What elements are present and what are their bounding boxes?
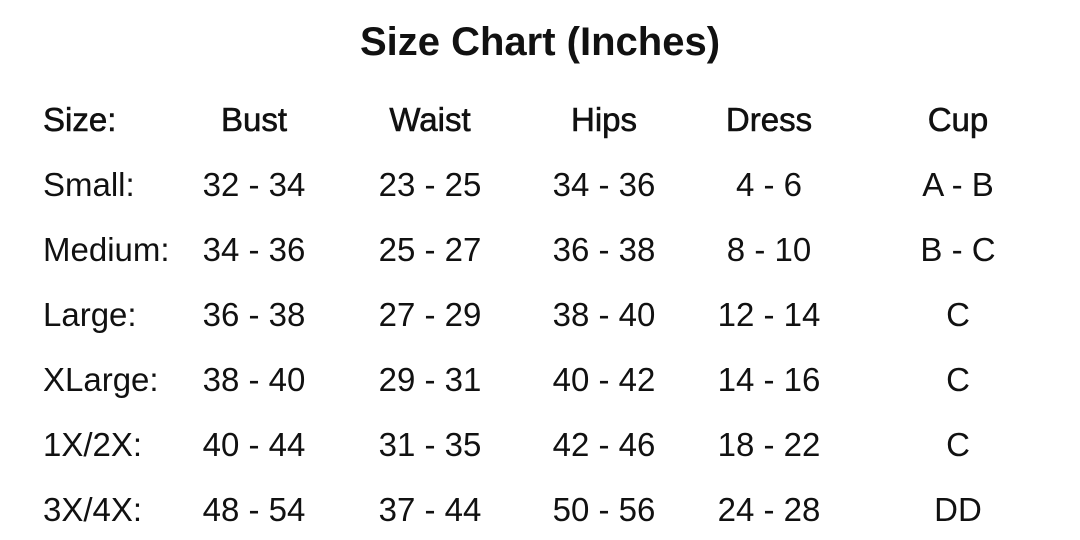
table-cell: 38 - 40 bbox=[552, 296, 656, 333]
column-header: Cup bbox=[927, 101, 989, 139]
table-cell: 32 - 34 bbox=[202, 166, 306, 203]
column-header: Dress bbox=[725, 101, 813, 139]
size-label: 3X/4X: bbox=[43, 491, 143, 528]
table-cell: C bbox=[946, 361, 970, 398]
table-cell: 4 - 6 bbox=[735, 166, 803, 203]
table-cell: 14 - 16 bbox=[717, 361, 821, 398]
table-cell: 34 - 36 bbox=[202, 231, 306, 268]
size-label: Large: bbox=[43, 296, 137, 333]
table-cell: 29 - 31 bbox=[378, 361, 482, 398]
table-cell: 36 - 38 bbox=[552, 231, 656, 268]
table-cell: B - C bbox=[920, 231, 996, 268]
table-cell: 42 - 46 bbox=[552, 426, 656, 463]
column-header: Hips bbox=[570, 101, 638, 139]
table-row: XLarge: 38 - 40 29 - 31 40 - 42 14 - 16 C bbox=[0, 360, 1080, 400]
table-row: Large: 36 - 38 27 - 29 38 - 40 12 - 14 C bbox=[0, 295, 1080, 335]
column-header: Waist bbox=[389, 101, 471, 139]
chart-title: Size Chart (Inches) bbox=[359, 20, 721, 64]
table-cell: 31 - 35 bbox=[378, 426, 482, 463]
table-cell: C bbox=[946, 296, 970, 333]
table-cell: 34 - 36 bbox=[552, 166, 656, 203]
table-cell: 50 - 56 bbox=[552, 491, 656, 528]
table-cell: 18 - 22 bbox=[717, 426, 821, 463]
size-label: XLarge: bbox=[43, 361, 159, 398]
table-cell: 40 - 44 bbox=[202, 426, 306, 463]
table-row: 3X/4X: 48 - 54 37 - 44 50 - 56 24 - 28 DD bbox=[0, 490, 1080, 530]
table-cell: 8 - 10 bbox=[726, 231, 812, 268]
table-row: Small: 32 - 34 23 - 25 34 - 36 4 - 6 A - B bbox=[0, 165, 1080, 205]
table-cell: 12 - 14 bbox=[717, 296, 821, 333]
table-cell: 48 - 54 bbox=[202, 491, 306, 528]
column-header: Size: bbox=[43, 101, 117, 139]
table-cell: 25 - 27 bbox=[378, 231, 482, 268]
size-label: Small: bbox=[43, 166, 135, 203]
size-label: Medium: bbox=[43, 231, 170, 268]
column-header: Bust bbox=[220, 101, 288, 139]
table-cell: 24 - 28 bbox=[717, 491, 821, 528]
table-cell: 37 - 44 bbox=[378, 491, 482, 528]
table-cell: DD bbox=[934, 491, 982, 528]
table-cell: 23 - 25 bbox=[378, 166, 482, 203]
table-cell: C bbox=[946, 426, 970, 463]
table-cell: 40 - 42 bbox=[552, 361, 656, 398]
header-row: Size: Bust Waist Hips Dress Cup bbox=[0, 100, 1080, 140]
size-label: 1X/2X: bbox=[43, 426, 143, 463]
table-row: 1X/2X: 40 - 44 31 - 35 42 - 46 18 - 22 C bbox=[0, 425, 1080, 465]
table-row: Medium: 34 - 36 25 - 27 36 - 38 8 - 10 B - C bbox=[0, 230, 1080, 270]
table-cell: A - B bbox=[922, 166, 994, 203]
table-cell: 38 - 40 bbox=[202, 361, 306, 398]
table-cell: 27 - 29 bbox=[378, 296, 482, 333]
table-cell: 36 - 38 bbox=[202, 296, 306, 333]
